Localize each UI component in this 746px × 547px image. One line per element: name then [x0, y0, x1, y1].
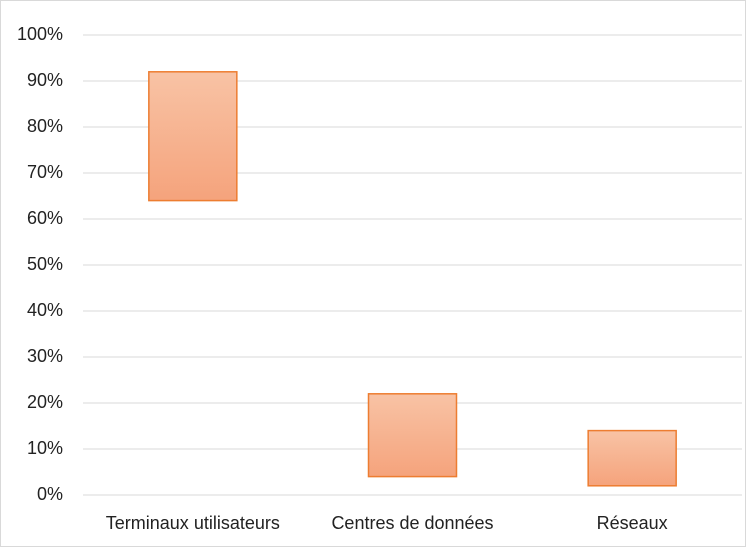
x-tick-label: Terminaux utilisateurs [106, 513, 280, 533]
y-tick-label: 100% [17, 24, 63, 44]
y-tick-label: 90% [27, 70, 63, 90]
y-tick-label: 30% [27, 346, 63, 366]
y-tick-label: 60% [27, 208, 63, 228]
y-tick-label: 10% [27, 438, 63, 458]
bar [587, 429, 677, 487]
bar [367, 393, 458, 478]
y-tick-label: 40% [27, 300, 63, 320]
x-tick-label: Centres de données [331, 513, 493, 533]
y-tick-label: 80% [27, 116, 63, 136]
x-tick-label: Réseaux [597, 513, 668, 533]
y-tick-label: 20% [27, 392, 63, 412]
y-tick-label: 50% [27, 254, 63, 274]
y-tick-label: 0% [37, 484, 63, 504]
y-tick-label: 70% [27, 162, 63, 182]
bar [148, 71, 238, 202]
